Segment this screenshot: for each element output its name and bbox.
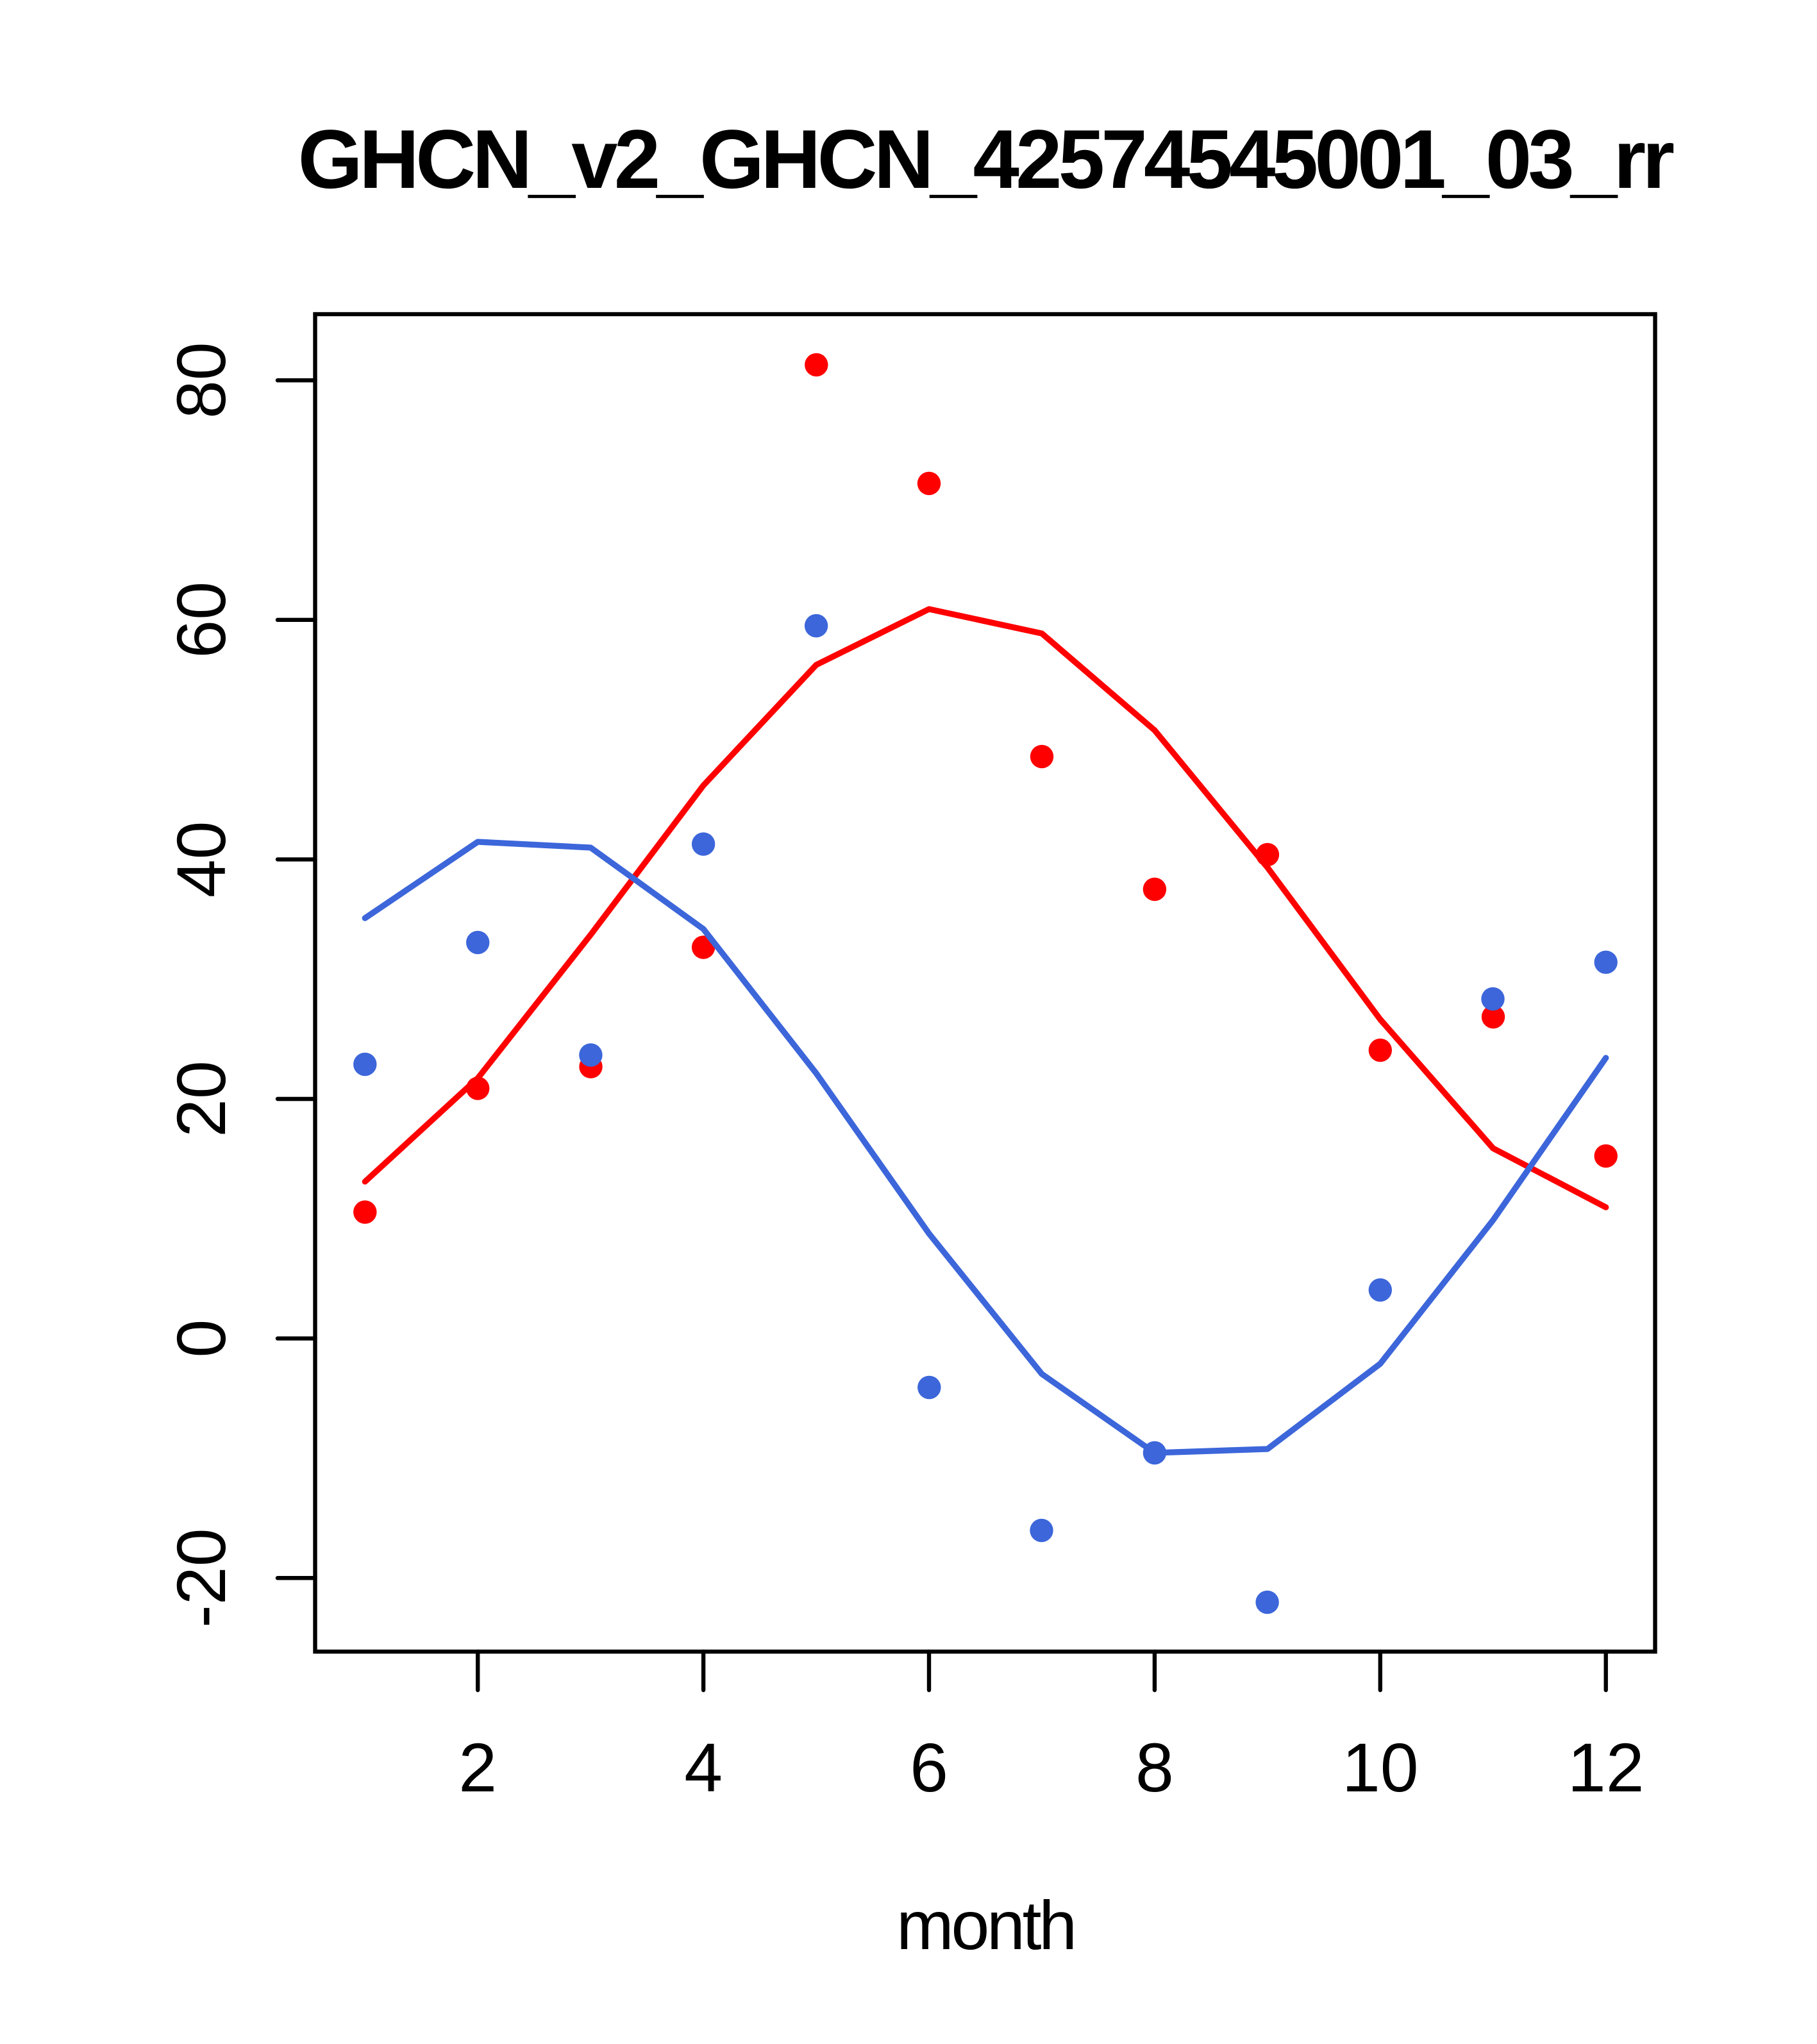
svg-text:10: 10 bbox=[1342, 1729, 1419, 1806]
svg-text:80: 80 bbox=[163, 342, 240, 419]
svg-text:GHCN_v2_GHCN_42574545001_03_rr: GHCN_v2_GHCN_42574545001_03_rr bbox=[298, 112, 1674, 206]
svg-text:2: 2 bbox=[458, 1729, 497, 1806]
svg-text:-20: -20 bbox=[163, 1529, 240, 1628]
svg-text:12: 12 bbox=[1568, 1729, 1645, 1806]
svg-text:60: 60 bbox=[163, 582, 240, 658]
svg-text:40: 40 bbox=[163, 821, 240, 898]
svg-text:8: 8 bbox=[1135, 1729, 1174, 1806]
svg-text:6: 6 bbox=[910, 1729, 948, 1806]
svg-text:0: 0 bbox=[163, 1319, 240, 1358]
svg-text:4: 4 bbox=[684, 1729, 723, 1806]
svg-text:20: 20 bbox=[163, 1060, 240, 1137]
svg-text:month: month bbox=[896, 1887, 1075, 1964]
